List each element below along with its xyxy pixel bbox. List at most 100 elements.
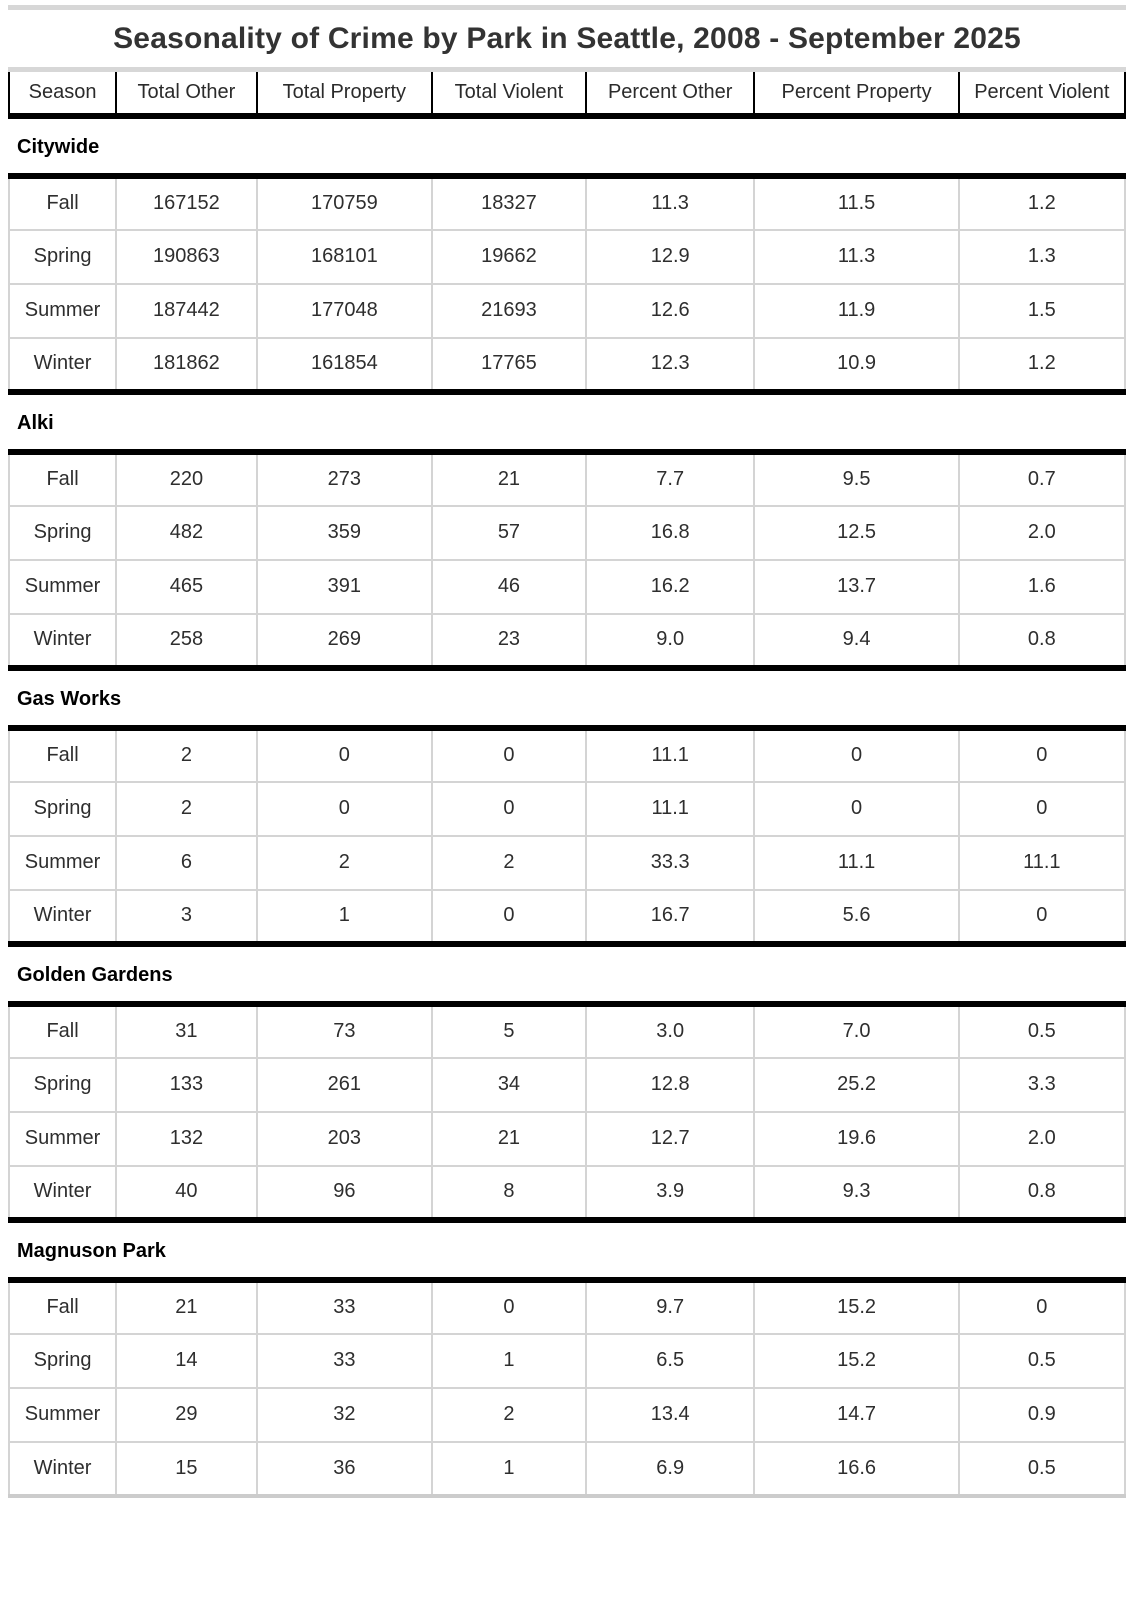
season-cell: Spring bbox=[7, 504, 118, 561]
value-cell: 0 bbox=[753, 726, 960, 783]
value-cell: 2 bbox=[115, 726, 258, 783]
value-cell: 133 bbox=[115, 1056, 258, 1113]
section-alki: Alki Fall 220 273 21 7.7 9.5 0.7 Spring 482 359 57 1… bbox=[7, 395, 1127, 671]
section-citywide: Citywide Fall 167152 170759 18327 11.3 11.5 1.2… bbox=[7, 119, 1127, 395]
value-cell: 3.9 bbox=[584, 1164, 756, 1221]
value-cell: 3.3 bbox=[957, 1056, 1127, 1113]
value-cell: 2 bbox=[430, 834, 587, 891]
value-cell: 11.5 bbox=[753, 174, 960, 231]
value-cell: 0 bbox=[255, 780, 433, 837]
value-cell: 10.9 bbox=[753, 336, 960, 393]
value-cell: 18327 bbox=[430, 174, 587, 231]
value-cell: 1 bbox=[255, 888, 433, 945]
value-cell: 17765 bbox=[430, 336, 587, 393]
table-row: Winter 258 269 23 9.0 9.4 0.8 bbox=[7, 612, 1127, 669]
column-header-season: Season bbox=[7, 69, 118, 116]
value-cell: 273 bbox=[255, 450, 433, 507]
value-cell: 21 bbox=[115, 1278, 258, 1335]
value-cell: 13.7 bbox=[753, 558, 960, 615]
value-cell: 96 bbox=[255, 1164, 433, 1221]
value-cell: 359 bbox=[255, 504, 433, 561]
season-cell: Fall bbox=[7, 174, 118, 231]
season-cell: Winter bbox=[7, 612, 118, 669]
value-cell: 29 bbox=[115, 1386, 258, 1443]
table-row: Spring 190863 168101 19662 12.9 11.3 1.3 bbox=[7, 228, 1127, 285]
table-sections: Citywide Fall 167152 170759 18327 11.3 11.5 1.2… bbox=[7, 119, 1127, 1498]
value-cell: 177048 bbox=[255, 282, 433, 339]
data-table-gas-works: Fall 2 0 0 11.1 0 0 Spring 2 0 0 11.1 0 0 Summer 6 2 2 33.… bbox=[7, 724, 1127, 947]
value-cell: 0 bbox=[957, 1278, 1127, 1335]
page-title: Seasonality of Crime by Park in Seattle,… bbox=[113, 22, 1021, 55]
value-cell: 190863 bbox=[115, 228, 258, 285]
table-row: Spring 2 0 0 11.1 0 0 bbox=[7, 780, 1127, 837]
value-cell: 33.3 bbox=[584, 834, 756, 891]
season-cell: Fall bbox=[7, 1002, 118, 1059]
value-cell: 8 bbox=[430, 1164, 587, 1221]
season-cell: Winter bbox=[7, 336, 118, 393]
table-row: Summer 132 203 21 12.7 19.6 2.0 bbox=[7, 1110, 1127, 1167]
table-row: Winter 40 96 8 3.9 9.3 0.8 bbox=[7, 1164, 1127, 1221]
table-row: Winter 15 36 1 6.9 16.6 0.5 bbox=[7, 1440, 1127, 1497]
value-cell: 203 bbox=[255, 1110, 433, 1167]
value-cell: 0 bbox=[430, 780, 587, 837]
value-cell: 391 bbox=[255, 558, 433, 615]
value-cell: 1 bbox=[430, 1440, 587, 1497]
table-row: Fall 21 33 0 9.7 15.2 0 bbox=[7, 1278, 1127, 1335]
value-cell: 31 bbox=[115, 1002, 258, 1059]
value-cell: 7.0 bbox=[753, 1002, 960, 1059]
section-gas-works: Gas Works Fall 2 0 0 11.1 0 0 Spring 2 0 0 11.1 0 0 Sum… bbox=[7, 671, 1127, 947]
section-label-citywide: Citywide bbox=[17, 135, 100, 158]
column-header-table: Season Total Other Total Property Total Vio… bbox=[7, 67, 1127, 119]
value-cell: 40 bbox=[115, 1164, 258, 1221]
value-cell: 9.3 bbox=[753, 1164, 960, 1221]
value-cell: 161854 bbox=[255, 336, 433, 393]
value-cell: 1.6 bbox=[957, 558, 1127, 615]
value-cell: 46 bbox=[430, 558, 587, 615]
value-cell: 3 bbox=[115, 888, 258, 945]
value-cell: 269 bbox=[255, 612, 433, 669]
value-cell: 2 bbox=[115, 780, 258, 837]
table-row: Fall 2 0 0 11.1 0 0 bbox=[7, 726, 1127, 783]
value-cell: 11.1 bbox=[753, 834, 960, 891]
table-row: Winter 3 1 0 16.7 5.6 0 bbox=[7, 888, 1127, 945]
value-cell: 12.9 bbox=[584, 228, 756, 285]
data-table-alki: Fall 220 273 21 7.7 9.5 0.7 Spring 482 359 57 16.8 1… bbox=[7, 448, 1127, 671]
value-cell: 0.8 bbox=[957, 1164, 1127, 1221]
value-cell: 14.7 bbox=[753, 1386, 960, 1443]
value-cell: 14 bbox=[115, 1332, 258, 1389]
section-label-golden-gardens: Golden Gardens bbox=[17, 963, 173, 986]
value-cell: 0 bbox=[957, 888, 1127, 945]
value-cell: 11.1 bbox=[584, 780, 756, 837]
section-label-magnuson-park: Magnuson Park bbox=[17, 1239, 166, 1262]
value-cell: 2 bbox=[430, 1386, 587, 1443]
season-cell: Fall bbox=[7, 1278, 118, 1335]
value-cell: 12.8 bbox=[584, 1056, 756, 1113]
value-cell: 12.5 bbox=[753, 504, 960, 561]
table-row: Summer 187442 177048 21693 12.6 11.9 1.5 bbox=[7, 282, 1127, 339]
value-cell: 132 bbox=[115, 1110, 258, 1167]
value-cell: 0 bbox=[430, 1278, 587, 1335]
value-cell: 16.2 bbox=[584, 558, 756, 615]
value-cell: 1.2 bbox=[957, 174, 1127, 231]
value-cell: 11.3 bbox=[584, 174, 756, 231]
value-cell: 181862 bbox=[115, 336, 258, 393]
value-cell: 16.6 bbox=[753, 1440, 960, 1497]
value-cell: 15.2 bbox=[753, 1278, 960, 1335]
table-row: Winter 181862 161854 17765 12.3 10.9 1.2 bbox=[7, 336, 1127, 393]
value-cell: 12.7 bbox=[584, 1110, 756, 1167]
value-cell: 15.2 bbox=[753, 1332, 960, 1389]
table-row: Spring 14 33 1 6.5 15.2 0.5 bbox=[7, 1332, 1127, 1389]
value-cell: 12.3 bbox=[584, 336, 756, 393]
value-cell: 168101 bbox=[255, 228, 433, 285]
value-cell: 6 bbox=[115, 834, 258, 891]
value-cell: 57 bbox=[430, 504, 587, 561]
value-cell: 21 bbox=[430, 450, 587, 507]
value-cell: 9.7 bbox=[584, 1278, 756, 1335]
season-cell: Winter bbox=[7, 1440, 118, 1497]
value-cell: 2.0 bbox=[957, 504, 1127, 561]
value-cell: 73 bbox=[255, 1002, 433, 1059]
value-cell: 36 bbox=[255, 1440, 433, 1497]
season-cell: Winter bbox=[7, 888, 118, 945]
value-cell: 21 bbox=[430, 1110, 587, 1167]
value-cell: 0 bbox=[430, 888, 587, 945]
